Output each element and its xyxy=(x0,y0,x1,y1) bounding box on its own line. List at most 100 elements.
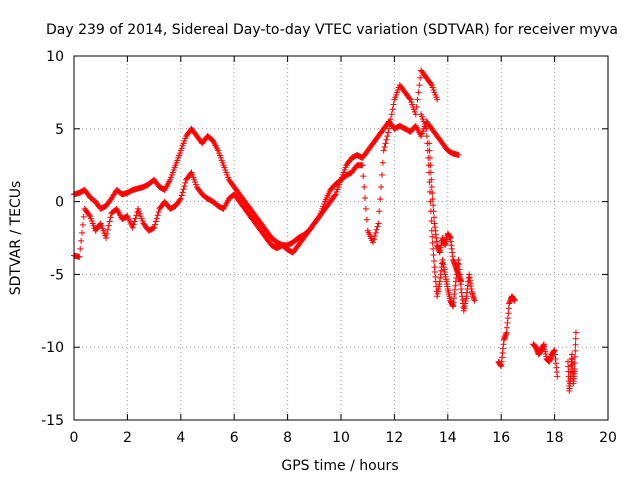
data-point xyxy=(416,82,423,89)
axis-ticks: 0 2 4 6 8 10 12 14 16 18 20 -15 -10 -5 0 5 10 xyxy=(41,49,617,446)
data-point xyxy=(380,147,387,154)
x-tick-label: 10 xyxy=(332,430,350,446)
data-point xyxy=(386,125,393,132)
data-point xyxy=(359,162,366,169)
x-tick-label: 12 xyxy=(385,430,403,446)
x-tick-label: 20 xyxy=(599,430,617,446)
x-tick-label: 4 xyxy=(176,430,185,446)
data-point xyxy=(77,245,84,252)
data-point xyxy=(361,184,368,191)
data-point xyxy=(179,189,186,196)
data-point xyxy=(388,111,395,118)
data-point xyxy=(428,176,435,183)
y-tick-label: -10 xyxy=(41,340,64,356)
x-tick-label: 18 xyxy=(546,430,564,446)
data-point xyxy=(104,226,111,233)
x-tick-label: 16 xyxy=(492,430,510,446)
data-point xyxy=(572,353,579,360)
data-point xyxy=(103,235,110,241)
data-point xyxy=(181,183,188,190)
data-point xyxy=(377,196,384,203)
data-point xyxy=(372,229,379,236)
data-point xyxy=(429,196,436,203)
data-point xyxy=(511,297,518,304)
data-point xyxy=(572,335,579,342)
data-point xyxy=(412,111,419,118)
data-point xyxy=(571,359,578,366)
y-axis-label: SDTVAR / TECUs xyxy=(8,181,24,296)
data-point xyxy=(428,218,435,225)
x-tick-label: 14 xyxy=(439,430,457,446)
data-point xyxy=(386,120,393,127)
data-point xyxy=(426,140,433,147)
data-point xyxy=(177,195,184,202)
data-point xyxy=(430,202,437,209)
data-point xyxy=(107,214,114,221)
y-tick-label: 10 xyxy=(46,49,64,65)
data-point xyxy=(458,278,465,285)
data-point xyxy=(430,208,437,215)
data-point xyxy=(430,251,437,258)
data-point xyxy=(389,106,396,113)
data-point xyxy=(131,218,138,225)
data-point xyxy=(176,196,183,203)
data-point xyxy=(180,186,187,193)
x-tick-label: 8 xyxy=(283,430,292,446)
data-point xyxy=(383,136,390,143)
data-point xyxy=(152,218,159,225)
x-tick-label: 2 xyxy=(123,430,132,446)
data-point xyxy=(423,133,430,140)
x-tick-label: 0 xyxy=(70,430,79,446)
data-point xyxy=(381,144,388,150)
data-point xyxy=(79,229,86,236)
data-point xyxy=(385,129,392,136)
data-point xyxy=(315,214,322,221)
data-point xyxy=(390,101,397,108)
data-point xyxy=(430,245,437,252)
data-point xyxy=(178,192,185,199)
data-point xyxy=(360,173,367,180)
data-point xyxy=(415,89,422,96)
data-point xyxy=(571,366,578,373)
data-point xyxy=(86,211,93,218)
data-point xyxy=(572,329,579,336)
data-point xyxy=(151,224,158,231)
data-point xyxy=(155,209,162,216)
data-point xyxy=(414,96,421,103)
data-point xyxy=(153,215,160,222)
data-point xyxy=(427,80,434,87)
data-point xyxy=(371,233,378,240)
grid xyxy=(74,56,608,420)
data-point xyxy=(429,190,436,197)
data-point xyxy=(151,221,158,228)
data-point xyxy=(406,95,413,102)
data-point xyxy=(427,162,434,169)
data-point xyxy=(331,192,338,199)
data-point xyxy=(154,212,161,219)
data-point xyxy=(103,230,110,237)
data-point xyxy=(132,215,139,222)
data-point xyxy=(427,169,434,176)
data-point xyxy=(379,159,386,166)
data-point xyxy=(130,221,137,228)
data-points xyxy=(71,67,579,394)
data-point xyxy=(376,208,383,215)
data-point xyxy=(373,226,380,233)
data-point xyxy=(78,237,85,244)
data-point xyxy=(427,154,433,161)
data-point xyxy=(370,239,377,246)
chart-title: Day 239 of 2014, Sidereal Day-to-day VTE… xyxy=(46,22,618,38)
data-point xyxy=(431,214,438,221)
data-point xyxy=(79,221,86,228)
data-point xyxy=(554,373,561,380)
data-point xyxy=(106,218,113,225)
data-point xyxy=(382,140,389,147)
data-point xyxy=(375,220,382,227)
data-point xyxy=(362,205,369,212)
plot-frame xyxy=(73,55,609,421)
data-point xyxy=(378,184,385,191)
data-point xyxy=(429,239,436,246)
data-point xyxy=(428,184,435,191)
data-point xyxy=(423,125,430,132)
